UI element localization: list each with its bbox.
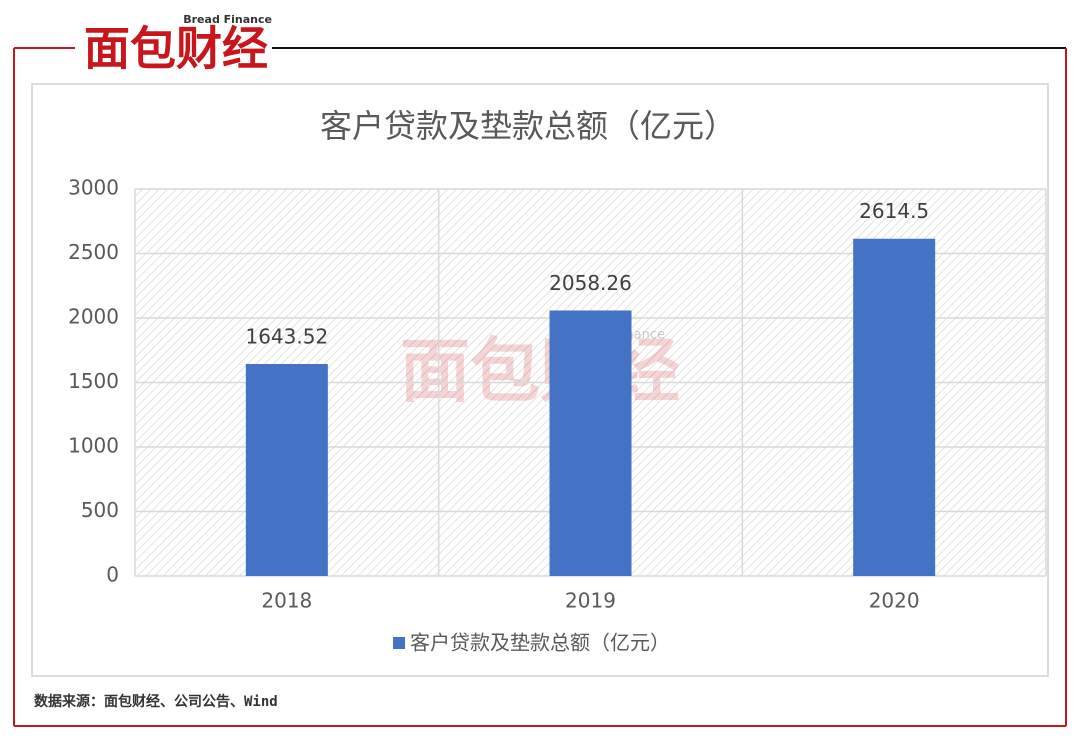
x-tick-label: 2020 bbox=[869, 589, 920, 613]
x-tick-label: 2018 bbox=[261, 589, 312, 613]
watermark: 面包财经 bbox=[400, 330, 680, 412]
y-tick-label: 1000 bbox=[68, 434, 119, 458]
legend-swatch bbox=[393, 637, 405, 649]
bar bbox=[245, 363, 328, 576]
logo: 面包财经 bbox=[84, 22, 268, 76]
legend-label: 客户贷款及垫款总额（亿元） bbox=[410, 631, 670, 655]
y-tick-label: 0 bbox=[106, 563, 119, 587]
value-label: 2058.26 bbox=[549, 271, 632, 295]
y-tick-label: 3000 bbox=[68, 176, 119, 200]
y-tick-label: 1500 bbox=[68, 369, 119, 393]
y-tick-label: 2000 bbox=[68, 305, 119, 329]
bar bbox=[853, 238, 936, 577]
x-tick-label: 2019 bbox=[565, 589, 616, 613]
value-label: 2614.5 bbox=[859, 199, 929, 223]
source-note: 数据来源：面包财经、公司公告、Wind bbox=[34, 693, 278, 710]
bar bbox=[549, 310, 632, 576]
y-tick-label: 500 bbox=[81, 498, 119, 522]
logo-subtitle: Bread Finance bbox=[183, 13, 272, 26]
y-tick-label: 2500 bbox=[68, 240, 119, 264]
value-label: 1643.52 bbox=[245, 324, 328, 348]
chart-title: 客户贷款及垫款总额（亿元） bbox=[320, 107, 736, 145]
